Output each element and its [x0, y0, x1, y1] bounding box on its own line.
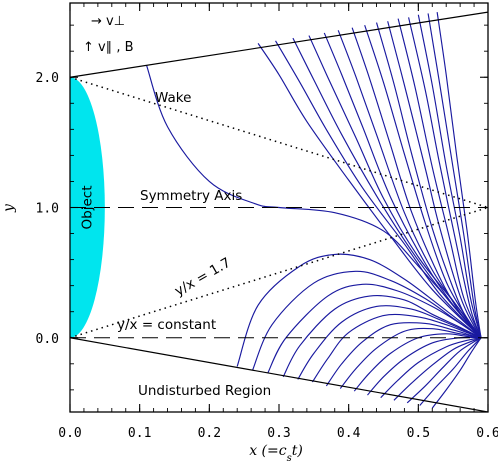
ratio-1.7-label: y/x = 1.7 [172, 255, 234, 300]
lower-boundary [70, 337, 488, 412]
field-lines [146, 12, 482, 409]
x-tick-label-4: 0.4 [337, 426, 361, 441]
legend-line-perpendicular: → v⊥ [91, 14, 125, 29]
field-line-26 [387, 21, 482, 339]
x-axis-title-main: x (=c [249, 443, 287, 459]
x-tick-label-3: 0.3 [267, 426, 290, 441]
x-tick-label-1: 0.1 [128, 426, 151, 441]
field-line-17 [257, 43, 482, 339]
y-tick-label-0: 0.0 [36, 332, 59, 347]
wake-upper-line [70, 76, 488, 209]
field-line-13 [393, 337, 482, 401]
x-tick-label-2: 0.2 [198, 426, 221, 441]
field-line-24 [364, 24, 482, 339]
field-line-4 [267, 283, 482, 374]
x-tick-label-5: 0.5 [407, 426, 430, 441]
field-line-6 [297, 305, 482, 380]
field-line-5 [282, 295, 482, 378]
object-label: Object [80, 186, 96, 230]
y-tick-label-2: 2.0 [36, 71, 59, 86]
undisturbed-label: Undisturbed Region [138, 383, 271, 399]
field-line-28 [408, 17, 482, 338]
x-tick-label-6: 0.6 [476, 426, 498, 441]
constant-ratio-label: y/x = constant [117, 317, 216, 333]
field-line-19 [292, 37, 482, 339]
field-line-16 [431, 337, 482, 409]
field-line-29 [417, 14, 482, 338]
legend: → v⊥ ↑ v∥ , B [83, 14, 134, 55]
field-line-15 [419, 337, 482, 406]
field-line-30 [427, 13, 482, 338]
field-line-18 [275, 40, 482, 339]
x-tick-label-0: 0.0 [58, 426, 81, 441]
field-line-3 [251, 270, 482, 371]
field-line-14 [406, 337, 482, 404]
y-tick-labels: 0.0 1.0 2.0 [36, 71, 59, 347]
ratio-1.7-line [70, 206, 488, 339]
field-line-23 [351, 27, 482, 339]
field-line-9 [339, 327, 482, 389]
y-axis-title: y [1, 203, 17, 213]
object-shape [70, 77, 105, 338]
x-tick-labels: 0.0 0.1 0.2 0.3 0.4 0.5 0.6 [58, 426, 498, 441]
legend-line-parallel-b: ↑ v∥ , B [83, 40, 134, 55]
x-axis-title: x (=cst) [249, 443, 303, 464]
x-axis-title-sub: s [287, 453, 292, 464]
field-line-8 [325, 322, 482, 387]
y-tick-label-1: 1.0 [36, 202, 59, 217]
field-line-22 [337, 30, 482, 339]
symmetry-axis-label: Symmetry Axis [140, 188, 242, 204]
field-line-12 [380, 337, 482, 399]
field-line-31 [436, 12, 482, 338]
x-axis-title-end: t) [292, 443, 303, 459]
guide-lines [70, 11, 488, 412]
wake-label: Wake [155, 90, 191, 106]
field-line-25 [375, 22, 482, 339]
axis-ticks [69, 3, 489, 412]
field-line-21 [323, 32, 482, 339]
field-line-2 [236, 253, 482, 367]
field-line-1 [146, 65, 482, 339]
field-line-7 [311, 313, 482, 383]
upper-boundary [70, 11, 488, 78]
